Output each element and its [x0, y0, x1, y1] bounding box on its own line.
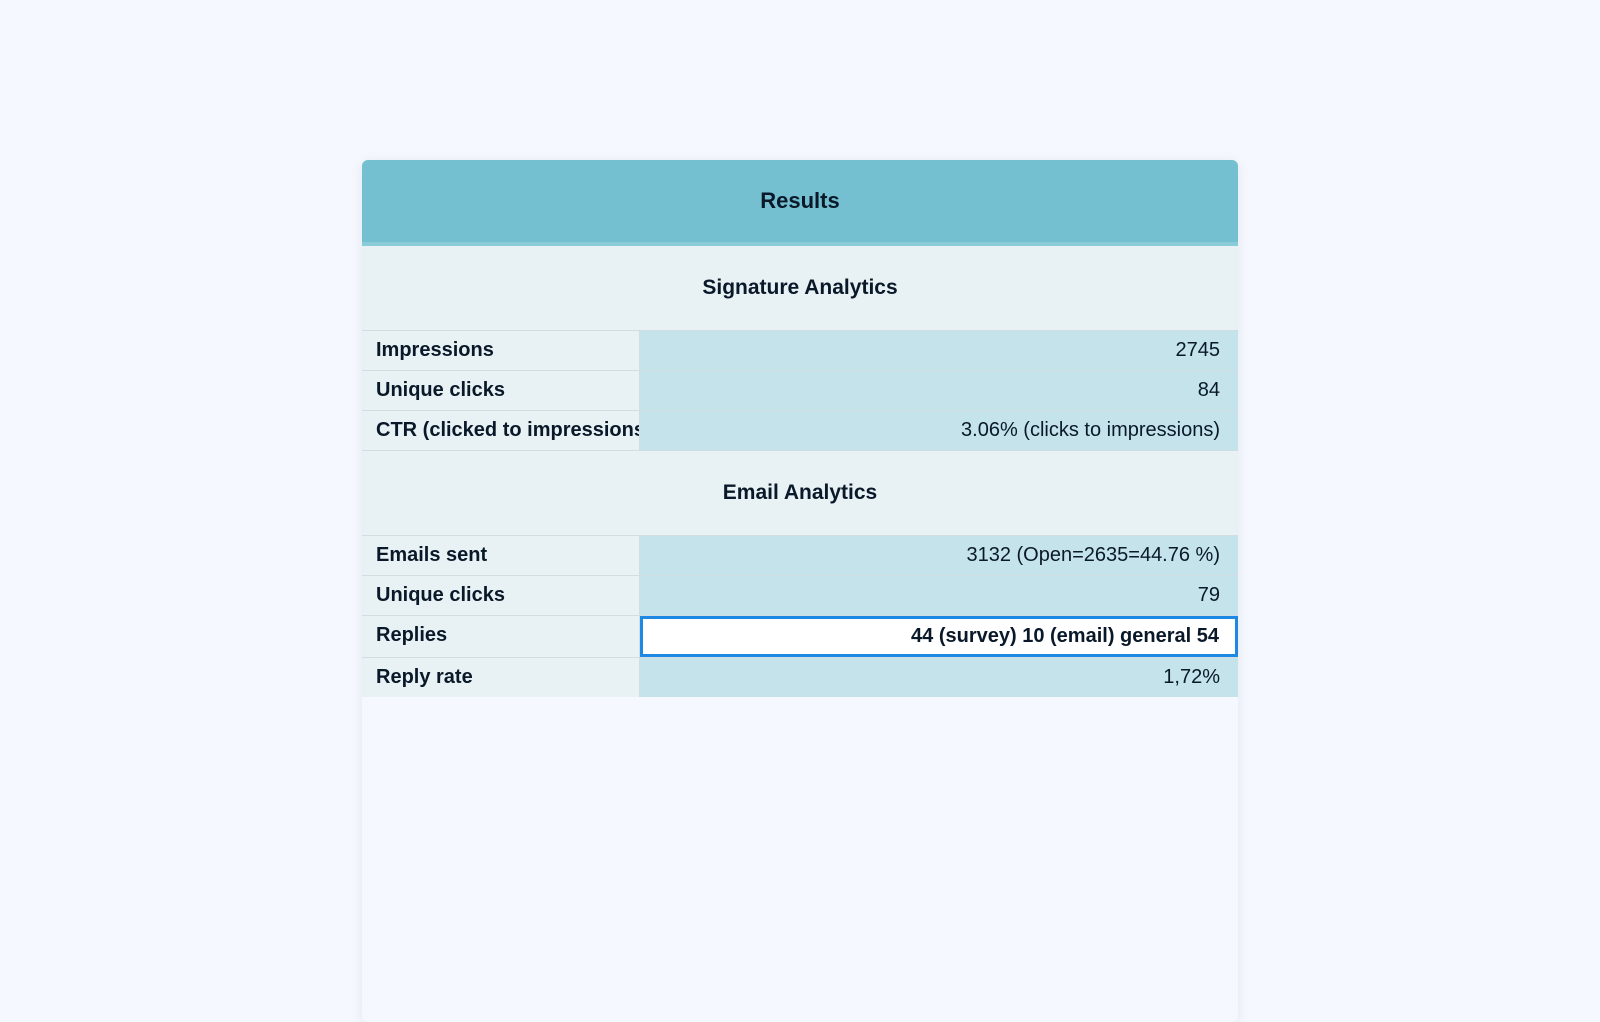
- table-row: Unique clicks 84: [362, 371, 1238, 411]
- row-value: 84: [640, 371, 1238, 410]
- row-label: Unique clicks: [362, 576, 640, 615]
- results-card: Results Signature Analytics Impressions …: [362, 160, 1238, 1022]
- section-header-signature: Signature Analytics: [362, 246, 1238, 331]
- row-value: 3.06% (clicks to impressions): [640, 411, 1238, 450]
- row-label: Reply rate: [362, 658, 640, 697]
- section-title: Email Analytics: [723, 481, 877, 504]
- section-title: Signature Analytics: [702, 276, 897, 299]
- row-value-highlighted: 44 (survey) 10 (email) general 54: [640, 616, 1238, 657]
- row-value: 1,72%: [640, 658, 1238, 697]
- card-header: Results: [362, 160, 1238, 246]
- card-title: Results: [760, 188, 839, 213]
- section-header-email: Email Analytics: [362, 451, 1238, 536]
- row-value: 79: [640, 576, 1238, 615]
- row-value: 3132 (Open=2635=44.76 %): [640, 536, 1238, 575]
- table-row: Emails sent 3132 (Open=2635=44.76 %): [362, 536, 1238, 576]
- row-label: CTR (clicked to impressions): [362, 411, 640, 450]
- table-row: Replies 44 (survey) 10 (email) general 5…: [362, 616, 1238, 658]
- table-row: CTR (clicked to impressions) 3.06% (clic…: [362, 411, 1238, 451]
- row-label: Replies: [362, 616, 640, 657]
- row-label: Unique clicks: [362, 371, 640, 410]
- row-label: Emails sent: [362, 536, 640, 575]
- table-row: Reply rate 1,72%: [362, 658, 1238, 697]
- table-row: Impressions 2745: [362, 331, 1238, 371]
- row-value: 2745: [640, 331, 1238, 370]
- row-label: Impressions: [362, 331, 640, 370]
- table-row: Unique clicks 79: [362, 576, 1238, 616]
